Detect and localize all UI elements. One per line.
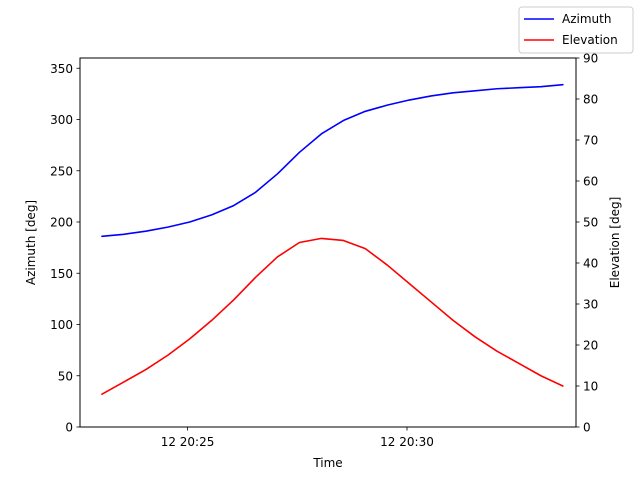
x-tick-label: 12 20:25 — [161, 435, 215, 449]
right-tick-label: 90 — [583, 52, 598, 66]
right-tick-label: 70 — [583, 134, 598, 148]
left-tick-label: 50 — [58, 369, 73, 383]
series-line-elevation — [101, 237, 564, 396]
right-tick-label: 20 — [583, 339, 598, 353]
legend-label-elevation: Elevation — [562, 33, 618, 47]
right-y-axis-label: Elevation [deg] — [608, 197, 622, 289]
left-tick-label: 100 — [50, 318, 73, 332]
left-tick-label: 150 — [50, 267, 73, 281]
series-line-azimuth — [101, 83, 564, 238]
left-tick-label: 200 — [50, 216, 73, 230]
plot-frame — [79, 57, 577, 428]
left-axis-ticks: 0 50 100 150 200 250 300 350 — [50, 62, 80, 435]
left-y-axis-label: Azimuth [deg] — [24, 200, 38, 285]
series-layer — [101, 83, 564, 396]
legend-label-azimuth: Azimuth — [562, 12, 611, 26]
right-tick-label: 60 — [583, 175, 598, 189]
right-tick-label: 0 — [583, 421, 591, 435]
right-tick-label: 40 — [583, 257, 598, 271]
legend: Azimuth Elevation — [518, 6, 634, 54]
left-tick-label: 350 — [50, 62, 73, 76]
left-tick-label: 250 — [50, 164, 73, 178]
right-tick-label: 10 — [583, 380, 598, 394]
left-tick-label: 300 — [50, 113, 73, 127]
x-axis-label: Time — [312, 456, 342, 470]
x-axis-ticks: 12 20:25 12 20:30 — [161, 427, 434, 449]
right-tick-label: 80 — [583, 93, 598, 107]
plot-area — [80, 58, 576, 427]
right-tick-label: 50 — [583, 216, 598, 230]
left-tick-label: 0 — [65, 421, 73, 435]
right-tick-label: 30 — [583, 298, 598, 312]
right-axis-ticks: 0 10 20 30 40 50 60 70 80 90 — [576, 52, 598, 435]
x-tick-label: 12 20:30 — [380, 435, 434, 449]
